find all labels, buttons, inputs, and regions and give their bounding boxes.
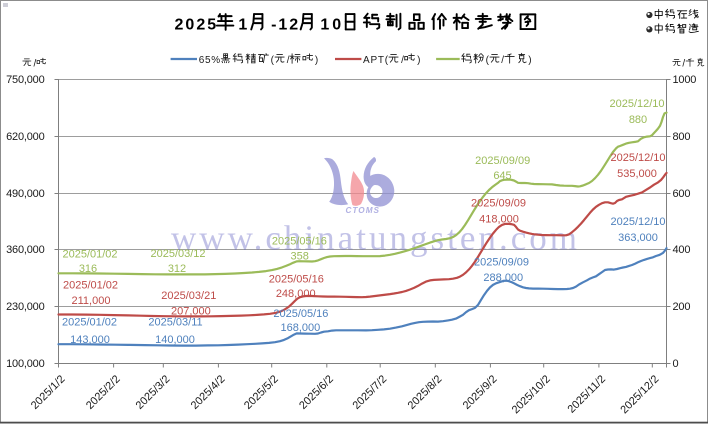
svg-text:750,000: 750,000 [6, 74, 44, 86]
svg-text:800: 800 [673, 131, 691, 143]
svg-text:288,000: 288,000 [483, 272, 523, 284]
svg-text:880: 880 [629, 114, 647, 126]
svg-text:1: 1 [238, 16, 247, 33]
svg-text:(: ( [486, 55, 490, 66]
svg-text:2025/03/11: 2025/03/11 [148, 316, 202, 328]
svg-text:100,000: 100,000 [6, 358, 44, 370]
svg-text:/: / [34, 59, 37, 70]
svg-text:143,000: 143,000 [70, 334, 110, 346]
svg-text:312: 312 [168, 263, 186, 275]
svg-text:168,000: 168,000 [281, 322, 321, 334]
svg-text:2025/09/09: 2025/09/09 [475, 155, 530, 167]
svg-text:2025/12/10: 2025/12/10 [610, 216, 665, 228]
svg-text:2025: 2025 [175, 16, 217, 33]
svg-text:2025/09/09: 2025/09/09 [471, 198, 526, 210]
svg-text:2025/05/16: 2025/05/16 [272, 235, 327, 247]
svg-text:316: 316 [79, 263, 97, 275]
svg-text:CTOMS: CTOMS [346, 206, 380, 215]
svg-text:2025/12/10: 2025/12/10 [610, 152, 665, 164]
svg-text:APT(: APT( [363, 55, 389, 66]
svg-text:207,000: 207,000 [171, 306, 211, 318]
svg-text:1000: 1000 [673, 74, 697, 86]
svg-text:/: / [501, 55, 504, 66]
svg-text:140,000: 140,000 [155, 334, 195, 346]
svg-text:230,000: 230,000 [6, 301, 44, 313]
svg-text:-12: -12 [271, 16, 298, 33]
svg-text:): ) [417, 55, 420, 66]
svg-text:418,000: 418,000 [479, 213, 519, 225]
svg-text:211,000: 211,000 [72, 295, 111, 307]
svg-text:2025/05/16: 2025/05/16 [273, 308, 328, 320]
svg-text:358: 358 [291, 250, 309, 262]
svg-text:2025/03/12: 2025/03/12 [150, 248, 205, 260]
svg-text:535,000: 535,000 [617, 168, 657, 180]
svg-text:600: 600 [673, 188, 691, 200]
svg-text:2025/01/02: 2025/01/02 [62, 316, 117, 328]
svg-text:620,000: 620,000 [6, 131, 44, 143]
svg-text:/: / [682, 59, 685, 70]
svg-text:2025/01/02: 2025/01/02 [63, 279, 118, 291]
svg-text:/: / [401, 55, 404, 66]
svg-text:490,000: 490,000 [6, 188, 44, 200]
svg-text:2025/03/21: 2025/03/21 [161, 290, 216, 302]
svg-text:200: 200 [673, 301, 691, 313]
svg-text:645: 645 [493, 170, 511, 182]
svg-text:(: ( [271, 55, 275, 66]
svg-text:2025/09/09: 2025/09/09 [474, 256, 529, 268]
svg-text:/: / [287, 55, 290, 66]
svg-text:): ) [528, 55, 531, 66]
svg-text:2025/12/10: 2025/12/10 [609, 98, 664, 110]
svg-text:65%: 65% [199, 55, 220, 66]
svg-text:248,000: 248,000 [276, 288, 316, 300]
svg-text:360,000: 360,000 [6, 244, 44, 256]
svg-text:2025/05/16: 2025/05/16 [269, 273, 324, 285]
svg-text:0: 0 [673, 358, 679, 370]
svg-text:363,000: 363,000 [618, 232, 658, 244]
svg-text:400: 400 [673, 244, 691, 256]
svg-text:): ) [315, 55, 318, 66]
svg-text:2025/01/02: 2025/01/02 [62, 248, 117, 260]
